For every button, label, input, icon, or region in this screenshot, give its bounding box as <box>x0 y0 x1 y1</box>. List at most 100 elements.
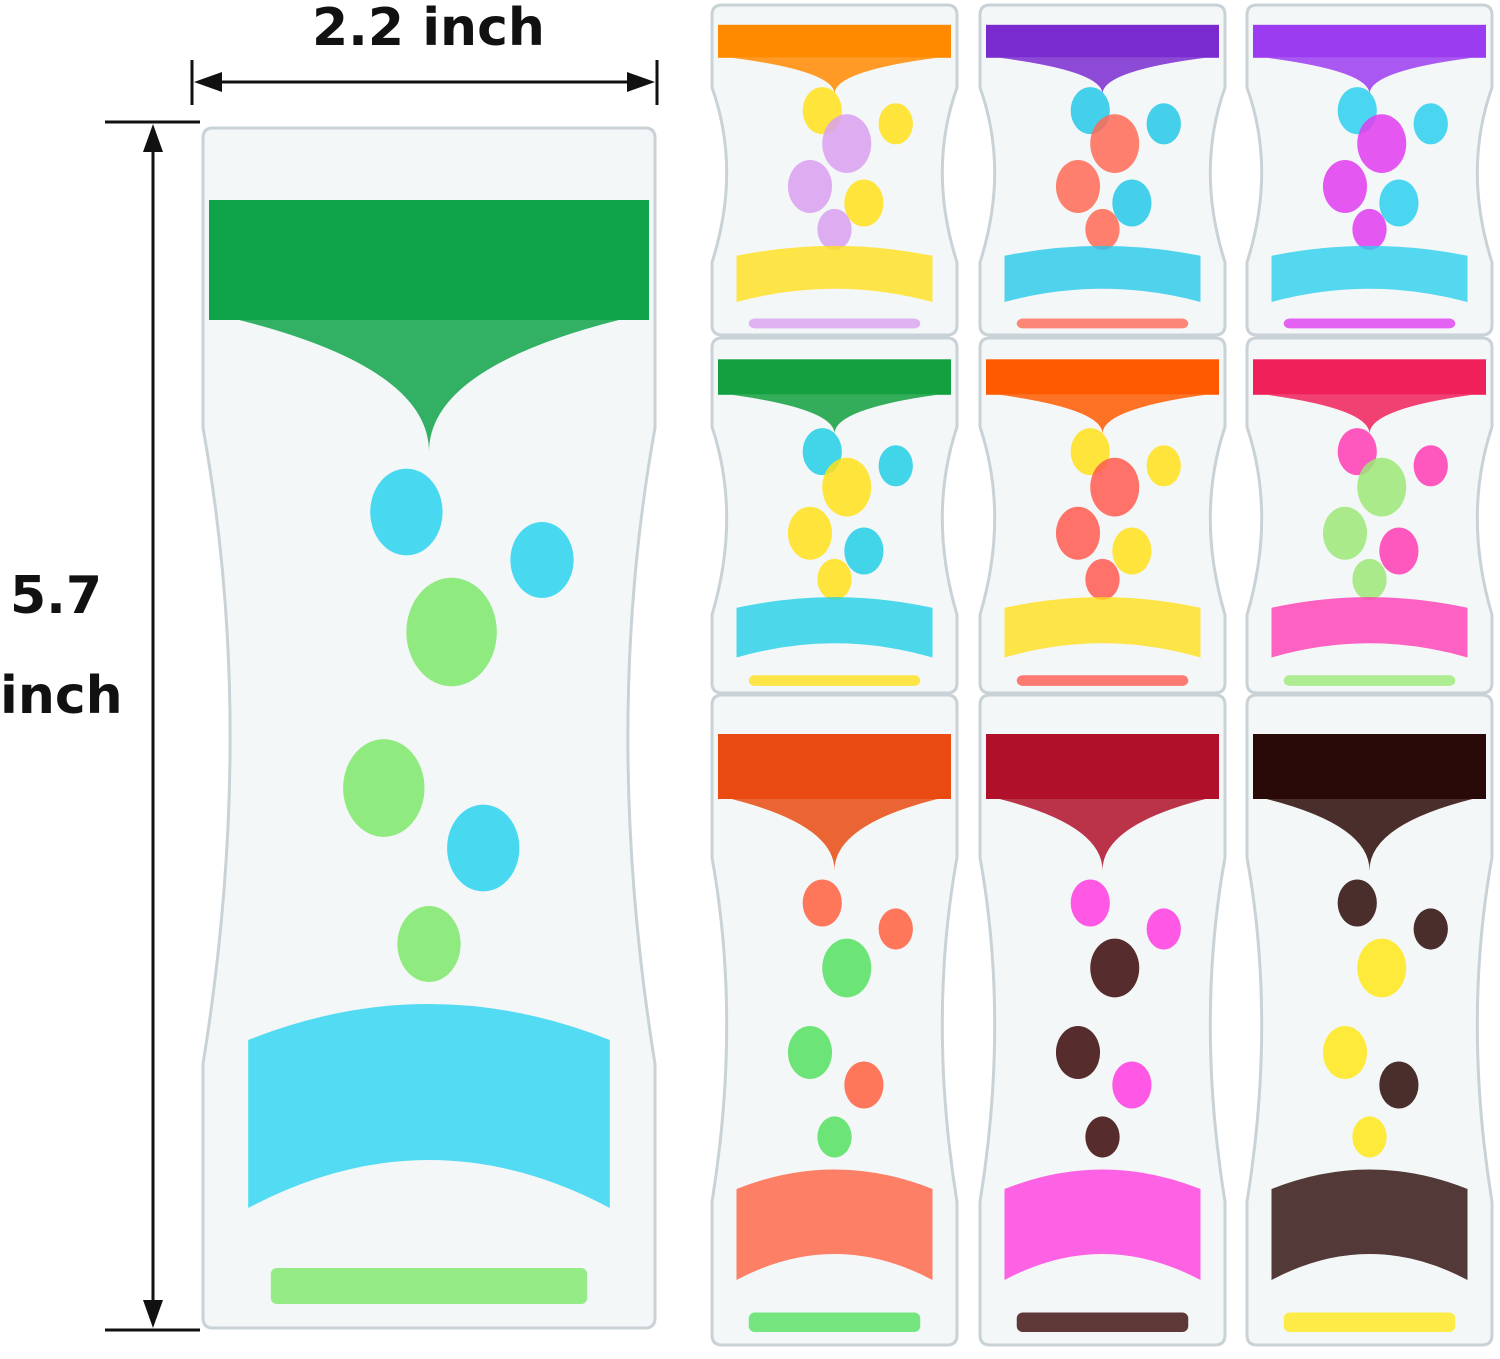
funnel-liquid <box>1266 57 1473 95</box>
top-liquid <box>986 24 1219 58</box>
funnel-liquid <box>731 799 938 871</box>
liquid-drop <box>1337 879 1377 927</box>
liquid-drop <box>844 527 884 575</box>
liquid-drop <box>1085 1116 1120 1158</box>
width-dimension-arrow <box>190 60 659 105</box>
liquid-drop <box>1413 445 1448 487</box>
liquid-drop <box>1379 1061 1419 1109</box>
liquid-drop <box>1322 506 1368 560</box>
bottom-bubbles <box>748 675 921 686</box>
width-label: 2.2 inch <box>312 0 545 58</box>
bottom-bubbles <box>1016 1312 1189 1332</box>
bottom-bubbles <box>1283 675 1456 686</box>
liquid-drop <box>1090 938 1140 998</box>
liquid-drop <box>1055 506 1101 560</box>
liquid-drop <box>822 457 872 517</box>
liquid-drop <box>802 879 842 927</box>
bottom-bubbles <box>1016 318 1189 329</box>
liquid-drop <box>1055 160 1101 213</box>
liquid-drop <box>1146 908 1181 950</box>
liquid-drop <box>1357 938 1407 998</box>
liquid-drop <box>1379 527 1419 575</box>
liquid-drop <box>1146 103 1181 145</box>
liquid-drop <box>1357 457 1407 517</box>
liquid-timer-variant <box>978 693 1227 1347</box>
bottom-liquid <box>1271 245 1468 302</box>
liquid-drop <box>844 179 884 227</box>
liquid-drop <box>1085 558 1120 600</box>
liquid-drop <box>817 1116 852 1158</box>
liquid-drop <box>370 468 443 556</box>
funnel-liquid <box>999 57 1206 95</box>
bottom-liquid <box>1271 1169 1468 1280</box>
liquid-drop <box>397 906 461 982</box>
funnel-liquid <box>1266 394 1473 434</box>
bottom-liquid <box>736 245 933 302</box>
liquid-drop <box>878 445 913 487</box>
liquid-drop <box>1090 114 1140 173</box>
funnel-liquid <box>1266 799 1473 871</box>
liquid-drop <box>1322 160 1368 213</box>
bottom-bubbles <box>270 1268 588 1304</box>
liquid-drop <box>1112 179 1152 227</box>
liquid-drop <box>878 103 913 145</box>
liquid-drop <box>817 208 852 250</box>
liquid-drop <box>1085 208 1120 250</box>
liquid-drop <box>1352 1116 1387 1158</box>
top-liquid <box>1253 734 1486 799</box>
liquid-drop <box>787 506 833 560</box>
liquid-drop <box>844 1061 884 1109</box>
height-label-value: 5.7 <box>10 566 103 626</box>
liquid-drop <box>1352 208 1387 250</box>
liquid-timer-variant <box>978 3 1227 337</box>
bottom-liquid <box>736 1169 933 1280</box>
top-liquid <box>986 359 1219 395</box>
liquid-drop <box>1090 457 1140 517</box>
bottom-liquid <box>1271 597 1468 658</box>
liquid-drop <box>1070 879 1110 927</box>
top-liquid <box>718 359 951 395</box>
bottom-liquid <box>1004 597 1201 658</box>
height-label-unit: inch <box>0 666 123 726</box>
bottom-bubbles <box>748 1312 921 1332</box>
liquid-drop <box>1357 114 1407 173</box>
liquid-drop <box>1322 1026 1368 1079</box>
liquid-drop <box>1413 103 1448 145</box>
top-liquid <box>1253 24 1486 58</box>
liquid-timer-variant <box>710 3 959 337</box>
liquid-drop <box>817 558 852 600</box>
funnel-liquid <box>999 394 1206 434</box>
top-liquid <box>1253 359 1486 395</box>
bottom-bubbles <box>1016 675 1189 686</box>
liquid-drop <box>510 522 574 598</box>
funnel-liquid <box>239 320 619 452</box>
liquid-drop <box>1055 1026 1101 1079</box>
funnel-liquid <box>731 394 938 434</box>
liquid-drop <box>878 908 913 950</box>
bottom-bubbles <box>748 318 921 329</box>
liquid-drop <box>1112 1061 1152 1109</box>
height-dimension-arrow <box>105 120 200 1332</box>
liquid-timer-variant <box>710 693 959 1347</box>
funnel-liquid <box>731 57 938 95</box>
top-liquid <box>718 734 951 799</box>
liquid-drop <box>802 428 842 476</box>
bottom-liquid <box>1004 245 1201 302</box>
liquid-drop <box>343 739 425 837</box>
liquid-timer-variant <box>1245 3 1494 337</box>
liquid-drop <box>787 160 833 213</box>
liquid-drop <box>1070 428 1110 476</box>
bottom-liquid <box>736 597 933 658</box>
top-liquid <box>209 200 649 320</box>
liquid-drop <box>1379 179 1419 227</box>
liquid-timer-variant <box>710 336 959 695</box>
top-liquid <box>986 734 1219 799</box>
top-liquid <box>718 24 951 58</box>
liquid-drop <box>447 804 520 892</box>
liquid-drop <box>1337 428 1377 476</box>
liquid-timer-variant <box>1245 336 1494 695</box>
funnel-liquid <box>999 799 1206 871</box>
liquid-drop <box>822 114 872 173</box>
liquid-drop <box>822 938 872 998</box>
